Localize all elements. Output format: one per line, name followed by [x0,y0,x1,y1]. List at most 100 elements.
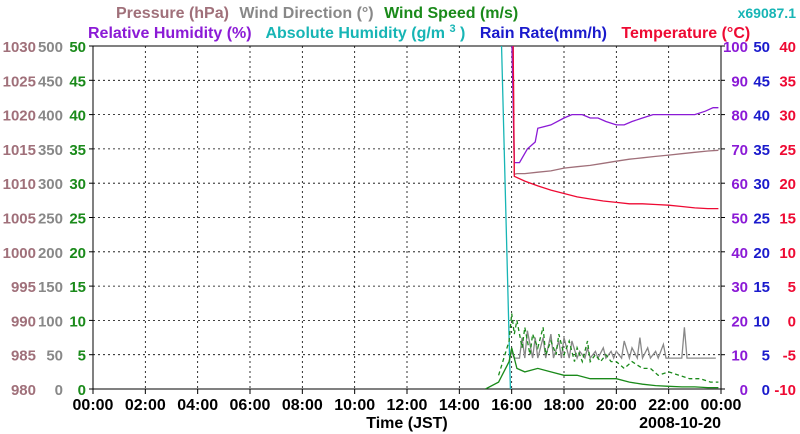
pressure-tick-label: 1010 [3,176,36,193]
relative-humidity-tick-label: 50 [731,211,748,228]
x-tick-label: 22:00 [648,397,689,414]
wind-speed-tick-label: 15 [69,279,86,296]
x-tick-label: 00:00 [73,397,114,414]
x-tick-label: 08:00 [282,397,323,414]
rain-rate-tick-label: 10 [753,313,770,330]
pressure-tick-label: 990 [11,313,36,330]
pressure-tick-label: 1005 [3,211,36,228]
pressure-tick-label: 1000 [3,245,36,262]
relative-humidity-tick-label: 60 [731,176,748,193]
temperature-tick-label: 35 [779,73,796,90]
date-label: 2008-10-20 [639,415,721,432]
temperature-tick-label: 10 [779,245,796,262]
series-line-0 [512,46,719,176]
legend-row-2: Relative Humidity (%) Absolute Humidity … [88,19,750,42]
series-line-5 [485,347,719,389]
wind-speed-tick-label: 30 [69,176,86,193]
relative-humidity-tick-label: 0 [740,382,748,399]
wind-direction-tick-label: 0 [55,382,63,399]
temperature-tick-label: 20 [779,176,796,193]
legend-pressure: Pressure (hPa) [116,5,229,22]
wind-speed-tick-label: 25 [69,211,86,228]
x-tick-label: 14:00 [439,397,480,414]
rain-rate-tick-label: 15 [753,279,770,296]
wind-direction-tick-label: 300 [38,176,63,193]
legend-absolute-humidity-sup: 3 [449,23,455,35]
temperature-tick-label: 25 [779,142,796,159]
rain-rate-tick-label: 5 [762,348,770,365]
x-axis-label: Time (JST) [366,415,448,432]
x-tick-label: 00:00 [701,397,742,414]
temperature-tick-label: -10 [774,382,796,399]
series-line-1 [511,46,719,164]
wind-speed-tick-label: 35 [69,142,86,159]
wind-speed-tick-label: 40 [69,108,86,125]
legend: Pressure (hPa) Wind Direction (°) Wind S… [88,5,796,42]
legend-rain-rate: Rain Rate(mm/h) [480,25,607,42]
pressure-tick-label: 980 [11,382,36,399]
relative-humidity-tick-label: 20 [731,313,748,330]
wind-direction-tick-label: 350 [38,142,63,159]
series-line-4 [508,327,716,362]
rain-rate-tick-label: 45 [753,73,770,90]
wind-direction-tick-label: 150 [38,279,63,296]
temperature-tick-label: 40 [779,39,796,56]
wind-direction-tick-label: 100 [38,313,63,330]
x-tick-label: 02:00 [125,397,166,414]
wind-direction-tick-label: 400 [38,108,63,125]
relative-humidity-tick-label: 30 [731,279,748,296]
wind-speed-tick-label: 45 [69,73,86,90]
series-line-2 [512,46,719,210]
legend-temperature: Temperature (°C) [621,25,750,42]
series-line-3 [500,46,512,389]
x-tick-label: 04:00 [177,397,218,414]
rain-rate-tick-label: 0 [762,382,770,399]
wind-direction-tick-label: 450 [38,73,63,90]
temperature-tick-label: 15 [779,211,796,228]
relative-humidity-tick-label: 90 [731,73,748,90]
rain-rate-tick-label: 20 [753,245,770,262]
relative-humidity-tick-label: 80 [731,108,748,125]
wind-speed-tick-label: 20 [69,245,86,262]
legend-absolute-humidity-tail: ) [460,25,465,42]
x-tick-label: 20:00 [596,397,637,414]
x-tick-label: 16:00 [491,397,532,414]
rain-rate-tick-label: 25 [753,211,770,228]
x-tick-label: 18:00 [544,397,585,414]
series-lines [485,46,719,389]
wind-direction-tick-label: 250 [38,211,63,228]
relative-humidity-tick-label: 40 [731,245,748,262]
wind-speed-tick-label: 5 [78,348,86,365]
legend-row-1: Pressure (hPa) Wind Direction (°) Wind S… [116,5,518,22]
rain-rate-tick-label: 50 [753,39,770,56]
grid [93,46,721,389]
temperature-tick-label: -5 [783,348,796,365]
wind-direction-tick-label: 500 [38,39,63,56]
station-label: x69087.1 [738,5,797,21]
wind-speed-tick-label: 50 [69,39,86,56]
legend-relative-humidity: Relative Humidity (%) [88,25,252,42]
pressure-tick-label: 1030 [3,39,36,56]
rain-rate-tick-label: 35 [753,142,770,159]
rain-rate-tick-label: 30 [753,176,770,193]
temperature-tick-label: 30 [779,108,796,125]
legend-absolute-humidity: Absolute Humidity (g/m [265,25,445,42]
wind-direction-tick-label: 50 [46,348,63,365]
temperature-tick-label: 0 [788,313,796,330]
pressure-tick-label: 995 [11,279,36,296]
relative-humidity-tick-label: 70 [731,142,748,159]
relative-humidity-tick-label: 100 [723,39,748,56]
pressure-tick-label: 1025 [3,73,36,90]
rain-rate-tick-label: 40 [753,108,770,125]
wind-speed-tick-label: 0 [78,382,86,399]
wind-direction-tick-label: 200 [38,245,63,262]
pressure-tick-label: 985 [11,348,36,365]
axis-ticks: 00:00 02:00 04:00 06:00 08:00 10:00 12:00 14:00… [3,39,796,414]
legend-wind-direction: Wind Direction (°) [239,5,373,22]
x-tick-label: 06:00 [230,397,271,414]
x-tick-label: 12:00 [387,397,428,414]
series-line-6 [497,313,719,383]
pressure-tick-label: 1020 [3,108,36,125]
pressure-tick-label: 1015 [3,142,36,159]
